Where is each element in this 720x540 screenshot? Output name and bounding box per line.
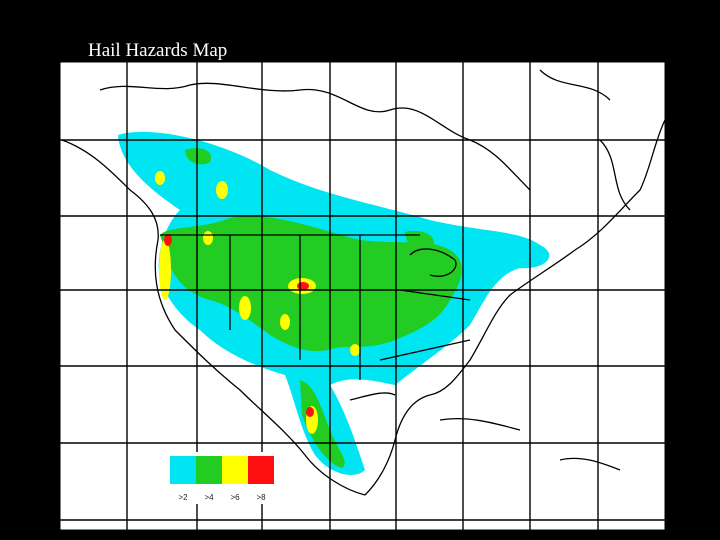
map-title: Hail Hazards Map — [88, 40, 227, 61]
legend-label: >6 — [230, 493, 240, 502]
legend-swatch — [248, 456, 274, 484]
legend-swatch — [222, 456, 248, 484]
legend: >2 >4 >6 >8 — [166, 452, 278, 504]
legend-swatch — [196, 456, 222, 484]
map: >2 >4 >6 >8 — [59, 61, 666, 531]
legend-label: >8 — [256, 493, 266, 502]
legend-label: >4 — [204, 493, 214, 502]
legend-label: >2 — [178, 493, 188, 502]
legend-swatch — [170, 456, 196, 484]
